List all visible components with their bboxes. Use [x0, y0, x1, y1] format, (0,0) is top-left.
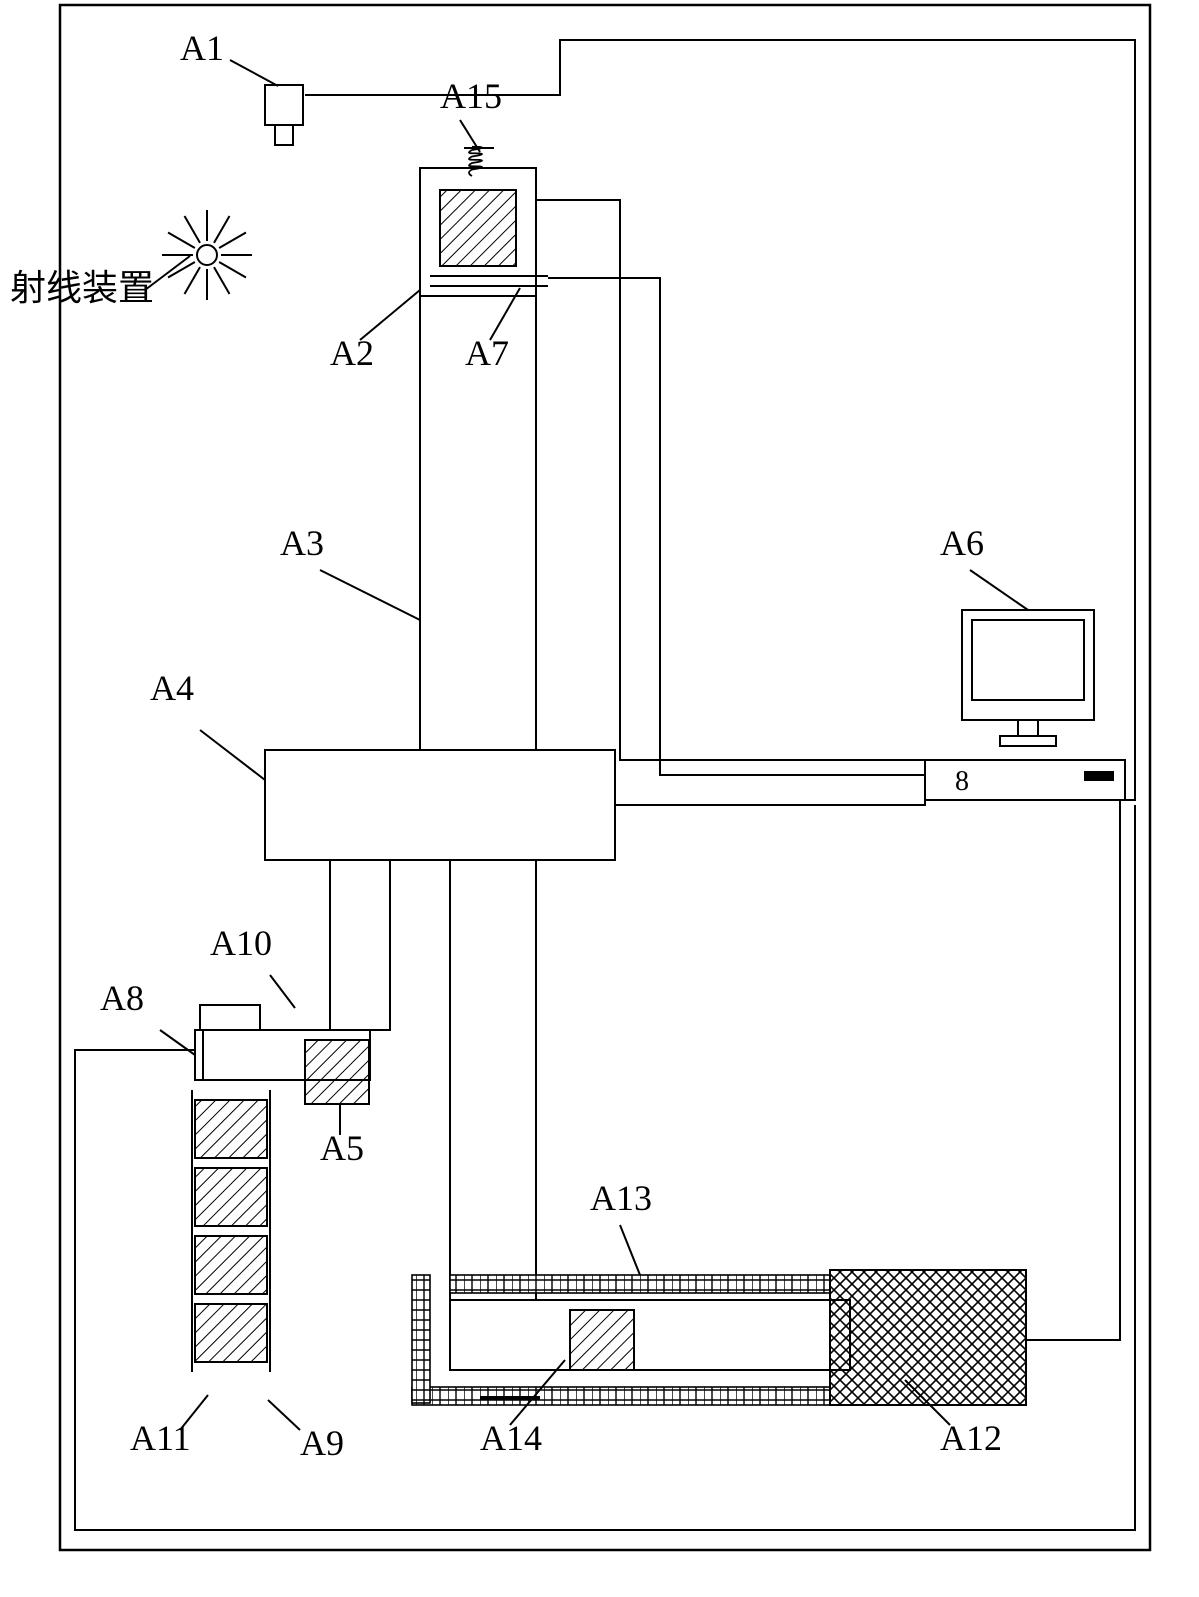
- ray-beam: [214, 216, 230, 243]
- ray-beam: [219, 262, 246, 278]
- shield-band: [412, 1275, 430, 1403]
- label-A13: A13: [590, 1178, 652, 1218]
- label-ray_device: 射线装置: [10, 268, 154, 308]
- ray-beam: [168, 233, 195, 249]
- wire-1: [535, 200, 925, 760]
- stack-block: [195, 1304, 267, 1362]
- arm-top-tab: [200, 1005, 260, 1030]
- label-A7: A7: [465, 333, 509, 373]
- computer-small-label: 8: [955, 766, 969, 797]
- wire-3: [615, 790, 925, 805]
- label-A15: A15: [440, 76, 502, 116]
- shield-band: [412, 1387, 830, 1405]
- camera-lens: [275, 125, 293, 145]
- label-A5: A5: [320, 1128, 364, 1168]
- label-A9: A9: [300, 1423, 344, 1463]
- leader-A8: [160, 1030, 195, 1055]
- stack-block: [195, 1236, 267, 1294]
- lower-pipe-vert: [450, 860, 536, 1300]
- monitor-screen: [972, 620, 1084, 700]
- ray-source-core: [197, 245, 217, 265]
- leader-A6: [970, 570, 1028, 610]
- label-A2: A2: [330, 333, 374, 373]
- wire-2: [548, 278, 925, 775]
- stack-block: [195, 1168, 267, 1226]
- label-A6: A6: [940, 523, 984, 563]
- label-A4: A4: [150, 668, 194, 708]
- stack-block: [195, 1100, 267, 1158]
- diagram-root: 8 A1 A2 A15 A7 A3 A4 A6 A10 A8 A5 A13 A11 A9 A14 A12 射线装…: [0, 0, 1199, 1597]
- ray-beam: [214, 267, 230, 294]
- leader-A3: [320, 570, 420, 620]
- wire-4: [1026, 800, 1120, 1340]
- label-A8: A8: [100, 978, 144, 1018]
- diagram-layer: 8 A1 A2 A15 A7 A3 A4 A6 A10 A8 A5 A13 A11 A9 A14 A12 射线装…: [10, 5, 1150, 1550]
- camera-body: [265, 85, 303, 125]
- leader-A9: [268, 1400, 300, 1430]
- controller-a4: [265, 750, 615, 860]
- ray-beam: [185, 216, 201, 243]
- leader-A1: [230, 60, 278, 86]
- ray-beam: [185, 267, 201, 294]
- label-A10: A10: [210, 923, 272, 963]
- lower-pipe-horiz: [450, 1300, 850, 1370]
- ray-beam: [219, 233, 246, 249]
- label-A14: A14: [480, 1418, 542, 1458]
- block-a14: [570, 1310, 634, 1370]
- monitor-outline: [962, 610, 1094, 720]
- leader-A10: [270, 975, 295, 1008]
- block-a5: [305, 1040, 369, 1104]
- label-A12: A12: [940, 1418, 1002, 1458]
- top-unit-inner: [440, 190, 516, 266]
- label-A11: A11: [130, 1418, 191, 1458]
- leader-A4: [200, 730, 265, 780]
- label-A1: A1: [180, 28, 224, 68]
- label-A3: A3: [280, 523, 324, 563]
- shield-band: [450, 1275, 830, 1293]
- block-a12: [830, 1270, 1026, 1405]
- leader-A13: [620, 1225, 640, 1275]
- arm-vertical-link: [330, 860, 390, 1030]
